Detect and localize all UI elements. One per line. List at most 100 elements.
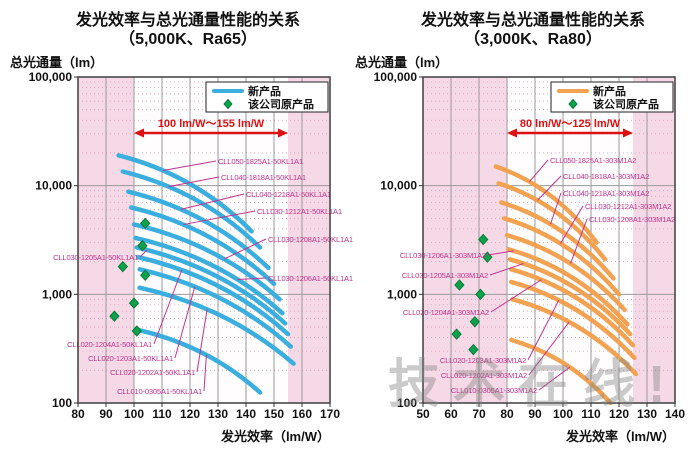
plot-frame xyxy=(77,76,331,404)
series-label: CLL030-1208A1-50KL1A1 xyxy=(268,235,353,244)
y-tick-label: 100 xyxy=(397,396,417,410)
x-tick-label: 90 xyxy=(99,407,113,421)
series-label: CLL030-1206A1-303M1A2 xyxy=(400,251,486,260)
legend-label: 新产品 xyxy=(248,84,281,98)
chart: CLL050-1825A1-303M1A2 CLL040-1818A1-303M1… xyxy=(355,10,685,444)
series-label-pointer xyxy=(570,218,588,264)
series-label: CLL050-1825A1-50KL1A1 xyxy=(218,157,303,166)
series-curve xyxy=(499,200,616,281)
x-tick-label: 130 xyxy=(637,407,657,421)
x-tick-label: 120 xyxy=(609,407,629,421)
series-label-pointer xyxy=(168,176,220,188)
x-tick-label: 110 xyxy=(581,407,601,421)
series-curve xyxy=(135,327,263,395)
series-curve xyxy=(137,285,296,366)
series-label-pointer xyxy=(237,277,267,281)
series-label: CLL030-1212A1-303M1A2 xyxy=(585,202,671,211)
series-label: CLL020-1204A1-303M1A2 xyxy=(403,308,489,317)
series-label: CLL020-1204A1-50KL1A1 xyxy=(67,340,152,349)
series-label: CLL040-1818A1-50KL1A1 xyxy=(221,173,306,182)
chart-subtitle: （3,000K、Ra80） xyxy=(464,30,602,48)
scatter-point xyxy=(454,279,465,291)
series-label-pointer xyxy=(487,250,514,256)
chart-title: 发光效率与总光通量性能的关系 xyxy=(75,10,300,29)
y-tick-label: 1,000 xyxy=(387,287,417,301)
series-label-pointer xyxy=(139,249,148,258)
series-curve xyxy=(508,279,637,361)
series-label: CLL010-0305A1-303M1A2 xyxy=(451,386,537,395)
legend-diamond-marker xyxy=(568,98,578,110)
x-tick-label: 80 xyxy=(500,407,514,421)
series-label: CLL020-1202A1-303M1A2 xyxy=(441,371,527,380)
range-arrow-label: 100 lm/W～155 lm/W xyxy=(158,118,265,130)
series-label: CLL030-1206A1-50KL1A1 xyxy=(268,274,353,283)
scatter-point xyxy=(469,315,480,328)
x-tick-label: 160 xyxy=(292,407,312,421)
series-label-pointer xyxy=(180,193,245,210)
series-label-pointer xyxy=(528,321,570,376)
x-axis: 80 90 100 110 120 130 140 150 160 170 发光效率（lm/W） xyxy=(71,403,340,444)
series-label: CLL040-1218A1-50KL1A1 xyxy=(246,190,331,199)
series-curve xyxy=(135,254,291,337)
series-label-pointer xyxy=(489,263,524,276)
scatter-point xyxy=(140,217,151,230)
y-tick-label: 100 xyxy=(52,396,72,410)
range-arrow: 100 lm/W～155 lm/W xyxy=(134,118,288,138)
scatter-point xyxy=(478,233,489,246)
series-label-pointer xyxy=(550,192,562,225)
series-label: CLL020-1202A1-50KL1A1 xyxy=(110,368,195,377)
x-tick-label: 170 xyxy=(320,407,340,421)
x-tick-label: 140 xyxy=(236,407,256,421)
series-curve xyxy=(493,164,599,245)
y-axis: 100,000 10,000 1,000 100 总光通量（lm） xyxy=(10,55,103,410)
x-tick-label: 70 xyxy=(472,407,486,421)
x-tick-label: 90 xyxy=(528,407,542,421)
series-label: CLL020-1203A1-303M1A2 xyxy=(440,356,526,365)
x-tick-label: 140 xyxy=(665,407,685,421)
x-tick-label: 100 xyxy=(553,407,573,421)
series-label-pointer xyxy=(196,309,208,373)
series-curve xyxy=(501,216,622,297)
series-label: CLL030-1212A1-50KL1A1 xyxy=(257,207,342,216)
series-label: CLL030-1205A1-50KL1A1 xyxy=(53,253,138,262)
series-label: CLL010-0305A1-50KL1A1 xyxy=(117,387,202,396)
series-curve xyxy=(128,205,277,287)
legend-label: 该公司原产品 xyxy=(248,97,314,111)
chart-title: 发光效率与总光通量性能的关系 xyxy=(420,10,645,29)
plot-frame xyxy=(422,76,676,404)
scatter-point xyxy=(131,325,142,337)
x-tick-label: 130 xyxy=(208,407,228,421)
series-curve xyxy=(508,337,613,406)
series-label-pointer xyxy=(183,210,256,226)
scatter-point xyxy=(117,260,128,273)
x-tick-label: 150 xyxy=(264,407,284,421)
series-label-pointer xyxy=(529,159,549,182)
series-curve xyxy=(508,267,636,348)
legend-diamond-marker xyxy=(223,98,233,110)
scatter-point xyxy=(140,269,151,281)
y-tick-label: 10,000 xyxy=(35,179,72,193)
series-label-pointer xyxy=(162,160,217,171)
scatter-point xyxy=(482,251,493,263)
scatter-point xyxy=(451,328,462,340)
scatter-point xyxy=(128,297,140,309)
x-axis: 50 60 70 80 90 100 110 120 130 140 发光效率（lm/W） xyxy=(416,403,685,444)
series-curve xyxy=(507,257,633,337)
x-tick-label: 50 xyxy=(416,407,430,421)
scatter-point xyxy=(137,239,148,252)
y-tick-label: 100,000 xyxy=(374,70,418,84)
series-curve xyxy=(504,232,627,313)
legend-label: 该公司原产品 xyxy=(593,97,659,111)
y-tick-label: 1,000 xyxy=(42,287,72,301)
y-axis-title: 总光通量（lm） xyxy=(355,55,448,70)
series-label-pointer xyxy=(538,366,571,391)
series-label: CLL020-1203A1-50KL1A1 xyxy=(88,354,173,363)
series-label: CLL030-1205A1-303M1A2 xyxy=(402,271,488,280)
x-tick-label: 60 xyxy=(444,407,458,421)
chart-subtitle: （5,000K、Ra65） xyxy=(119,30,257,48)
series-curve xyxy=(120,169,263,250)
